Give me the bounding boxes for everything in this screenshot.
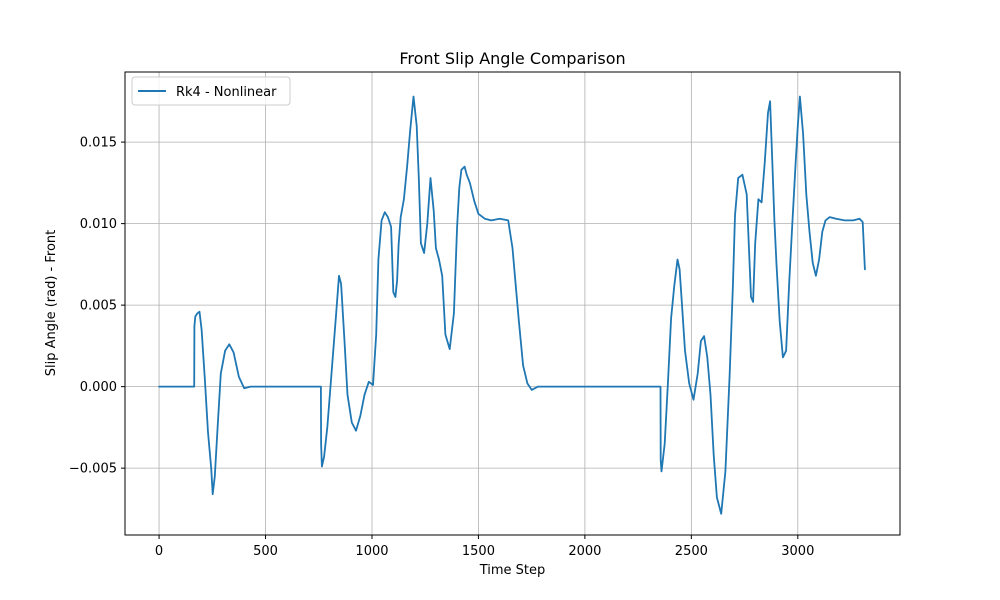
y-tick-label: 0.000	[80, 380, 117, 395]
x-tick-label: 3000	[781, 544, 814, 559]
legend: Rk4 - Nonlinear	[131, 76, 291, 106]
series-layer	[158, 95, 866, 515]
y-tick-label: −0.005	[69, 462, 117, 477]
series-line-rk4-nonlinear	[158, 95, 866, 515]
x-tick-label: 2000	[568, 544, 601, 559]
x-tick-label: 1500	[462, 544, 495, 559]
y-tick-label: 0.005	[80, 299, 117, 314]
axis-ticks: 0 500 1000 1500 2000 2500 3000 −0.005 0.000 0.005…	[69, 136, 814, 559]
y-tick-label: 0.010	[80, 217, 117, 232]
x-tick-label: 1000	[355, 544, 388, 559]
plot-frame	[124, 71, 901, 536]
x-axis-label: Time Step	[479, 563, 546, 578]
y-axis-label: Slip Angle (rad) - Front	[44, 230, 59, 377]
x-tick-label: 500	[253, 544, 278, 559]
x-tick-label: 0	[155, 544, 163, 559]
legend-label-rk4-nonlinear: Rk4 - Nonlinear	[176, 85, 277, 100]
chart-title: Front Slip Angle Comparison	[399, 49, 625, 68]
y-tick-label: 0.015	[80, 136, 117, 151]
x-tick-label: 2500	[675, 544, 708, 559]
legend-box	[131, 76, 291, 106]
